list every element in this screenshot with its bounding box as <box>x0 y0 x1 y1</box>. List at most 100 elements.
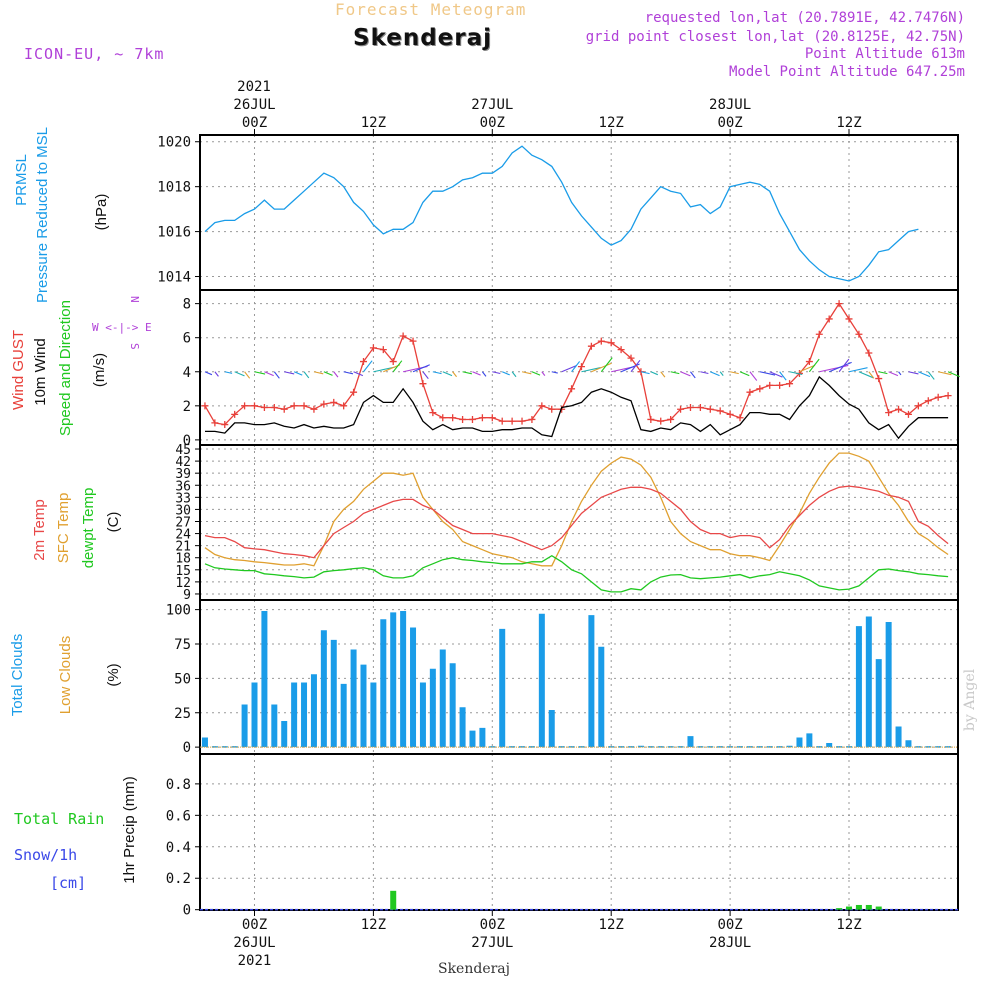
bottom-tick-label: 27JUL <box>471 935 513 951</box>
cloud-bar <box>687 736 694 748</box>
cloud-bar <box>390 612 397 748</box>
cloud-bar <box>895 726 902 748</box>
wind-arrow <box>481 371 487 377</box>
wind-arrow <box>521 371 532 375</box>
snow-unit-label: [cm] <box>50 874 86 892</box>
wind-unit-label: (m/s) <box>91 353 108 387</box>
wind-arrow <box>472 371 481 376</box>
gust-point <box>597 337 605 345</box>
cloud-bar <box>598 646 605 748</box>
wind-arrow <box>273 371 280 379</box>
gust-point <box>686 404 694 412</box>
pressure-ytick-label: 1016 <box>157 225 191 241</box>
wind10m-label: 10m Wind <box>32 338 49 406</box>
rain-bar <box>836 908 843 910</box>
wind-arrow <box>650 371 659 376</box>
cloud-bar <box>479 727 486 748</box>
cloud-bar <box>786 745 793 748</box>
wind-frame <box>199 289 959 446</box>
wind-speed-dir-label: Speed and Direction <box>57 300 74 436</box>
gust-point <box>518 417 526 425</box>
gust-point <box>231 410 239 418</box>
wind-arrow <box>363 360 373 373</box>
gust-point <box>914 402 922 410</box>
cloud-bar <box>618 746 625 748</box>
gust-point <box>746 388 754 396</box>
wind-arrow <box>511 371 517 378</box>
gust-point <box>855 330 863 338</box>
pressure-desc-label: Pressure Reduced to MSL <box>34 127 51 303</box>
wind-arrow <box>293 371 303 376</box>
gust-point <box>657 417 665 425</box>
wind-arrow <box>700 371 709 375</box>
wind-arrow <box>828 361 852 373</box>
gust-point <box>369 344 377 352</box>
total-clouds-label: Total Clouds <box>9 634 26 717</box>
gust-point <box>607 339 615 347</box>
gust-point <box>241 402 249 410</box>
wind-arrow <box>492 371 501 375</box>
wind-arrow <box>640 371 650 375</box>
wind-arrow <box>947 371 960 378</box>
dewpt-label: dewpt Temp <box>80 488 97 569</box>
gust-point <box>577 363 585 371</box>
cloud-bar <box>330 639 337 748</box>
gust-point <box>260 404 268 412</box>
top-time-axis: 2021 26JUL 00Z 12Z 27JUL 00Z 12Z 28JUL 00Z 12Z <box>233 79 862 135</box>
wind-arrow <box>789 371 803 376</box>
temp-ytick-label: 45 <box>175 443 191 458</box>
wind-arrow <box>838 358 850 373</box>
wind-arrow <box>759 371 776 376</box>
temperature-panel: 2m Temp SFC Temp dewpt Temp (C) 91215182… <box>31 443 959 603</box>
gust-point <box>419 380 427 388</box>
cloud-bar <box>439 649 446 748</box>
compass-north: N <box>128 296 141 303</box>
gust-point <box>726 410 734 418</box>
temp-ytick-label: 33 <box>175 491 191 506</box>
bottom-tick-label: 00Z <box>242 917 267 933</box>
wind-arrow <box>769 371 783 378</box>
gust-point <box>667 415 675 423</box>
gust-line <box>204 302 949 426</box>
gust-point <box>736 414 744 422</box>
gust-point <box>399 332 407 340</box>
rain-bar <box>875 906 882 910</box>
wind-arrow <box>898 371 902 376</box>
cloud-bar <box>826 743 833 748</box>
rain-bar <box>865 904 872 910</box>
cloud-bar <box>796 737 803 748</box>
gust-point <box>617 346 625 354</box>
wind-arrow <box>908 371 919 375</box>
gust-point <box>379 346 387 354</box>
wind-arrow <box>531 371 541 376</box>
cloud-bar <box>855 626 862 748</box>
wind-arrow <box>581 367 601 373</box>
cloud-bar <box>746 746 753 748</box>
gust-point <box>895 405 903 413</box>
top-tick-label: 12Z <box>599 115 624 131</box>
wind-arrow <box>452 371 457 378</box>
gust-label: Wind GUST <box>10 330 27 410</box>
wind-arrow <box>878 371 888 375</box>
wind-arrow <box>858 371 874 379</box>
top-tick-label: 00Z <box>242 115 267 131</box>
cloud-bar <box>281 721 288 748</box>
gust-point <box>716 407 724 415</box>
wind-arrow <box>234 371 245 377</box>
wind-arrow <box>541 371 546 376</box>
gust-point <box>696 404 704 412</box>
gust-point <box>865 349 873 357</box>
wind-arrow <box>244 371 251 379</box>
gust-point <box>409 337 417 345</box>
footer-location: Skenderaj <box>438 961 510 977</box>
gust-point <box>568 385 576 393</box>
wind-arrow <box>303 371 310 379</box>
gust-point <box>766 381 774 389</box>
bottom-tick-label: 12Z <box>599 917 624 933</box>
precip-ytick-label: 0 <box>183 903 191 919</box>
pressure-ytick-label: 1018 <box>157 180 191 196</box>
gust-point <box>439 414 447 422</box>
wind-arrow <box>660 371 666 378</box>
wind-ytick-label: 4 <box>183 365 191 381</box>
wind-arrow <box>571 361 581 373</box>
